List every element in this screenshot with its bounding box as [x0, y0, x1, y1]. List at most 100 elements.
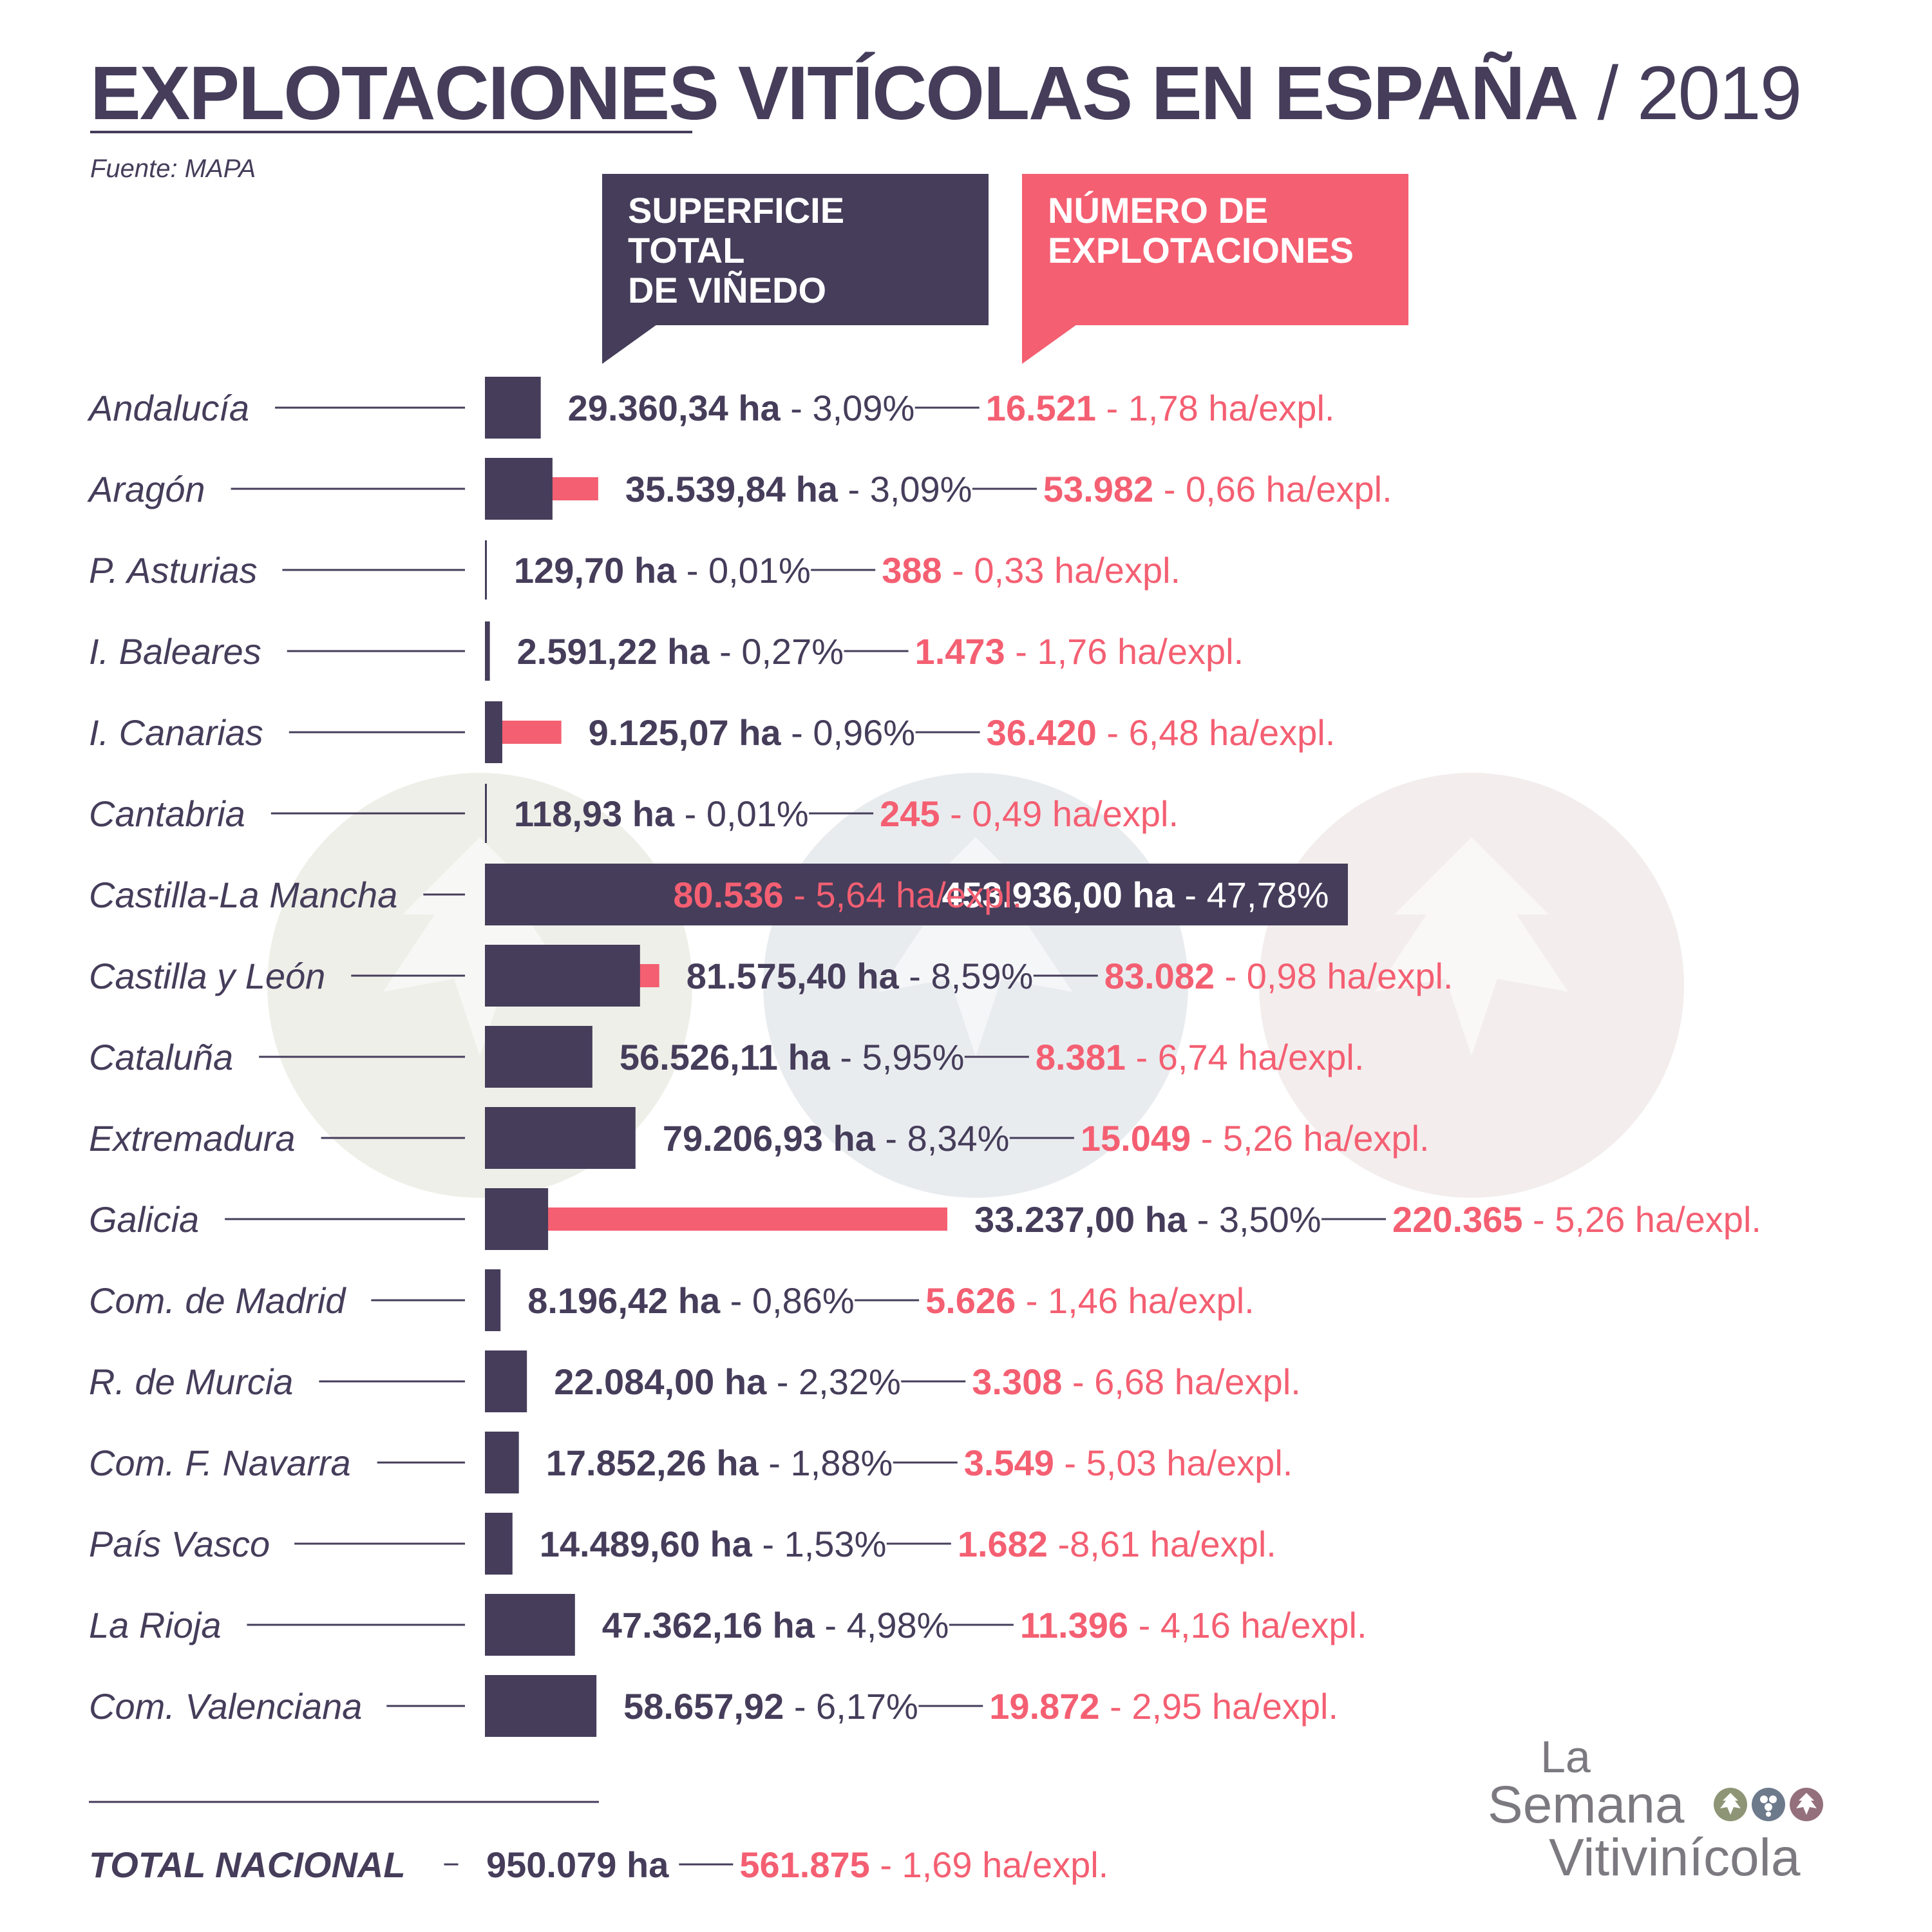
legend-area-pointer [602, 325, 657, 364]
area-bar [485, 458, 553, 520]
area-bar [485, 1350, 527, 1412]
title-year: / 2019 [1597, 51, 1802, 136]
legend-pointers [602, 325, 1077, 364]
region-label: P. Asturias [89, 550, 257, 591]
area-bar [485, 540, 487, 600]
total-count-label: 561.875 - 1,69 ha/expl. [739, 1844, 1108, 1885]
legend-area-callout: SUPERFICIE TOTAL DE VIÑEDO [602, 174, 989, 325]
region-label: I. Baleares [89, 631, 261, 672]
area-value-label: 17.852,26 ha - 1,88% [546, 1443, 893, 1483]
count-value-label: 15.049 - 5,26 ha/expl. [1081, 1118, 1430, 1159]
chart-row: Com. de Madrid 8.196,42 ha - 0,86% 5.626 -… [89, 1269, 1255, 1331]
count-value-label: 245 - 0,49 ha/expl. [880, 793, 1179, 834]
count-value-label: 388 - 0,33 ha/expl. [882, 550, 1180, 591]
region-label: La Rioja [89, 1605, 221, 1645]
area-bar [485, 1026, 592, 1088]
area-bar [485, 1188, 549, 1250]
region-label: R. de Murcia [89, 1361, 293, 1402]
chart-rows: Andalucía 29.360,34 ha - 3,09% 16.521 - 1,… [87, 377, 1761, 1737]
chart-row: Andalucía 29.360,34 ha - 3,09% 16.521 - 1,… [87, 377, 1334, 439]
area-value-label: 33.237,00 ha - 3,50% [974, 1199, 1321, 1240]
area-value-label: 129,70 ha - 0,01% [514, 550, 811, 591]
chart-row: Castilla y León 81.575,40 ha - 8,59% 83.08… [89, 945, 1453, 1007]
region-label: Cataluña [89, 1037, 233, 1077]
area-value-label: 47.362,16 ha - 4,98% [602, 1605, 949, 1645]
region-label: Com. Valenciana [89, 1686, 362, 1727]
region-label: Castilla-La Mancha [89, 875, 397, 915]
region-label: Cantabria [89, 793, 245, 834]
count-value-label: 83.082 - 0,98 ha/expl. [1104, 956, 1454, 996]
area-bar [485, 945, 640, 1007]
count-value-label: 3.308 - 6,68 ha/expl. [972, 1361, 1301, 1402]
region-label: Galicia [89, 1199, 199, 1240]
source-note: Fuente: MAPA [90, 155, 256, 183]
legend-count-callout: NÚMERO DE EXPLOTACIONES [1022, 174, 1408, 325]
region-label: Castilla y León [89, 956, 325, 996]
chart-row: I. Baleares 2.591,22 ha - 0,27% 1.473 - 1,… [89, 621, 1244, 681]
total-row: TOTAL NACIONAL 950.079 ha 561.875 - 1,69 h… [89, 1801, 1108, 1885]
count-value-label: 53.982 - 0,66 ha/expl. [1043, 469, 1392, 509]
total-label: TOTAL NACIONAL [89, 1844, 406, 1885]
area-bar [485, 701, 502, 763]
area-value-label: 8.196,42 ha - 0,86% [527, 1280, 854, 1321]
count-value-label: 19.872 - 2,95 ha/expl. [989, 1686, 1338, 1727]
area-bar [485, 621, 490, 681]
area-value-label: 58.657,92 - 6,17% [623, 1686, 918, 1727]
area-bar [485, 377, 541, 439]
count-bar [485, 1208, 947, 1231]
legend-count-pointer [1022, 325, 1077, 364]
count-value-label: 5.626 - 1,46 ha/expl. [925, 1280, 1255, 1321]
chart-row: País Vasco 14.489,60 ha - 1,53% 1.682 -8,6… [89, 1513, 1276, 1575]
count-value-label: 36.420 - 6,48 ha/expl. [987, 712, 1336, 753]
title-main: EXPLOTACIONES VITÍCOLAS EN ESPAÑA [90, 51, 1579, 136]
area-value-label: 453.936,00 ha - 47,78% [942, 875, 1329, 915]
grape-cluster-icon [1752, 1788, 1785, 1821]
area-bar [485, 1675, 597, 1737]
area-value-label: 35.539,84 ha - 3,09% [625, 469, 972, 509]
count-value-label: 16.521 - 1,78 ha/expl. [986, 388, 1335, 428]
region-label: Com. F. Navarra [89, 1443, 351, 1483]
vine-leaf-icon [1790, 1788, 1823, 1821]
area-value-label: 81.575,40 ha - 8,59% [687, 956, 1034, 996]
region-label: Andalucía [87, 388, 249, 428]
area-bar [485, 784, 487, 843]
area-value-label: 2.591,22 ha - 0,27% [517, 631, 844, 672]
chart-row: I. Canarias 9.125,07 ha - 0,96% 36.420 - 6… [89, 701, 1335, 763]
chart-row: Cataluña 56.526,11 ha - 5,95% 8.381 - 6,74… [89, 1026, 1364, 1088]
brand-logo: La Semana Vitivinícola [1488, 1732, 1823, 1887]
area-value-label: 9.125,07 ha - 0,96% [589, 712, 915, 753]
chart-row: R. de Murcia 22.084,00 ha - 2,32% 3.308 - … [89, 1350, 1301, 1412]
region-label: I. Canarias [89, 712, 263, 753]
title-underline [90, 131, 692, 133]
total-area-label: 950.079 ha [486, 1844, 669, 1885]
chart-row: Galicia 33.237,00 ha - 3,50% 220.365 - 5,2… [89, 1188, 1761, 1250]
count-value-label: 1.682 -8,61 ha/expl. [958, 1524, 1276, 1564]
area-value-label: 29.360,34 ha - 3,09% [568, 388, 915, 428]
region-label: Com. de Madrid [89, 1280, 346, 1321]
chart-row: Cantabria 118,93 ha - 0,01% 245 - 0,49 ha/… [89, 784, 1179, 843]
area-bar [485, 1107, 636, 1169]
chart-row: Com. F. Navarra 17.852,26 ha - 1,88% 3.549… [89, 1432, 1293, 1493]
vine-leaf-icon [1259, 773, 1684, 1198]
area-value-label: 79.206,93 ha - 8,34% [663, 1118, 1010, 1159]
area-bar [485, 1513, 513, 1575]
chart-row: Aragón 35.539,84 ha - 3,09% 53.982 - 0,66 … [87, 458, 1392, 520]
count-value-label: 8.381 - 6,74 ha/expl. [1036, 1037, 1365, 1077]
area-value-label: 56.526,11 ha - 5,95% [620, 1037, 965, 1077]
area-value-label: 22.084,00 ha - 2,32% [554, 1361, 901, 1402]
count-value-label: 220.365 - 5,26 ha/expl. [1392, 1199, 1761, 1240]
count-value-label: 80.536 - 5,64 ha/expl. [673, 875, 1022, 915]
brand-line-la: La [1540, 1732, 1591, 1782]
chart-row: Extremadura 79.206,93 ha - 8,34% 15.049 - … [89, 1107, 1430, 1169]
vine-leaf-icon [1714, 1788, 1747, 1821]
chart-row: Castilla-La Mancha 453.936,00 ha - 47,78%… [89, 864, 1348, 925]
region-label: País Vasco [89, 1524, 270, 1564]
count-value-label: 11.396 - 4,16 ha/expl. [1020, 1605, 1367, 1645]
region-label: Aragón [87, 469, 205, 509]
brand-line-vitivinicola: Vitivinícola [1549, 1828, 1801, 1887]
page-title: EXPLOTACIONES VITÍCOLAS EN ESPAÑA / 2019 [90, 51, 1802, 136]
chart-row: P. Asturias 129,70 ha - 0,01% 388 - 0,33 h… [89, 540, 1180, 600]
area-bar [485, 864, 1348, 925]
region-label: Extremadura [89, 1118, 296, 1159]
